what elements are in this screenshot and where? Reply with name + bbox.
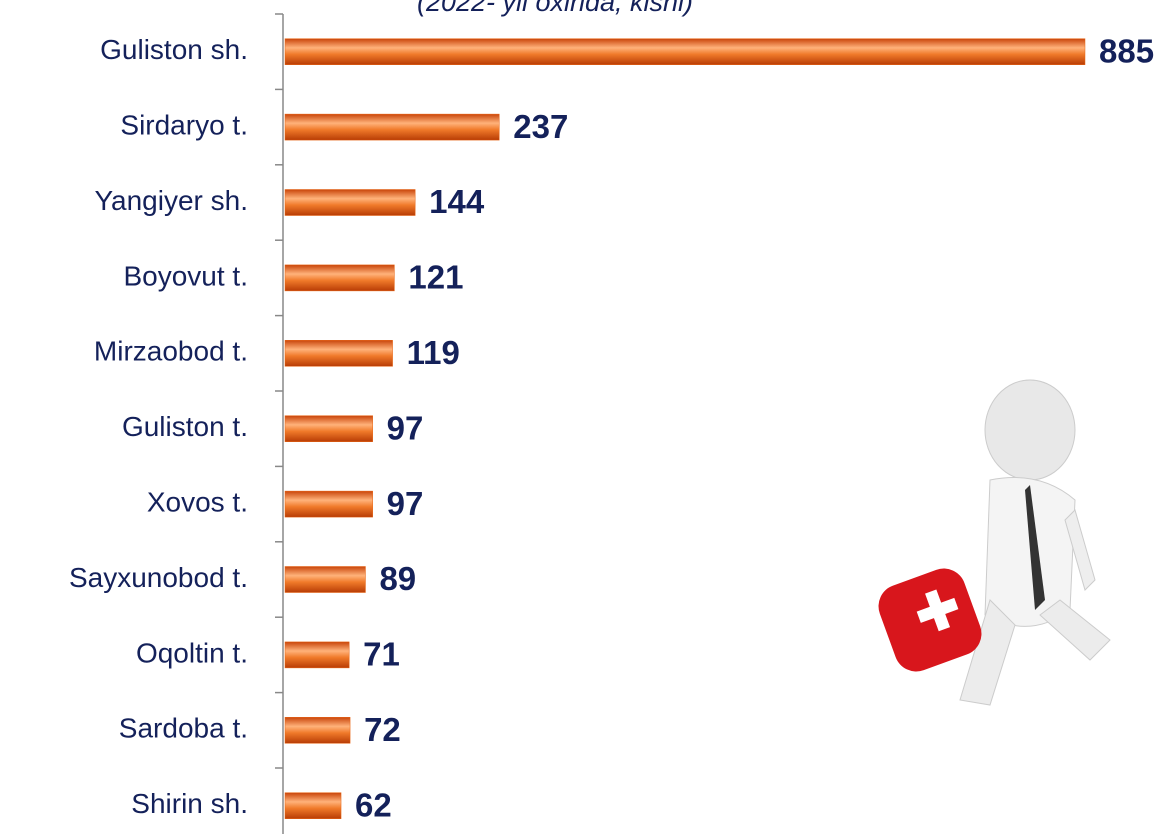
- bar: [284, 792, 342, 819]
- category-label: Yangiyer sh.: [94, 185, 248, 216]
- data-label: 119: [407, 334, 460, 371]
- data-label: 97: [387, 409, 424, 446]
- axis-ticks: [275, 13, 283, 769]
- data-label: 97: [387, 485, 424, 522]
- data-label: 144: [429, 183, 485, 220]
- bar: [284, 189, 416, 216]
- bar: [284, 490, 373, 518]
- data-label: 62: [355, 786, 392, 823]
- category-label: Sayxunobod t.: [69, 562, 248, 593]
- bar: [284, 415, 373, 442]
- bar: [284, 38, 1086, 65]
- category-label: Boyovut t.: [123, 260, 248, 291]
- category-label: Sardoba t.: [119, 713, 248, 744]
- data-label: 72: [364, 711, 401, 748]
- bar: [284, 641, 350, 669]
- data-label: 89: [379, 560, 416, 597]
- category-label: Xovos t.: [147, 486, 248, 517]
- category-label: Mirzaobod t.: [94, 336, 248, 367]
- bar: [284, 566, 366, 593]
- category-label: Oqoltin t.: [136, 637, 248, 668]
- category-label: Guliston t.: [122, 411, 248, 442]
- data-label: 885: [1099, 32, 1154, 69]
- chart-subtitle: (2022- yil oxirida, kishi): [417, 0, 693, 17]
- data-label: 71: [363, 636, 400, 673]
- bar: [284, 113, 500, 141]
- data-label: 237: [513, 108, 568, 145]
- doctor-illustration: [878, 379, 1111, 706]
- bar: [284, 340, 393, 367]
- category-label: Guliston sh.: [100, 34, 248, 65]
- category-label: Sirdaryo t.: [120, 109, 248, 140]
- bar: [284, 717, 351, 744]
- data-label: 121: [408, 259, 463, 296]
- category-label: Shirin sh.: [131, 788, 248, 819]
- bar: [284, 264, 395, 292]
